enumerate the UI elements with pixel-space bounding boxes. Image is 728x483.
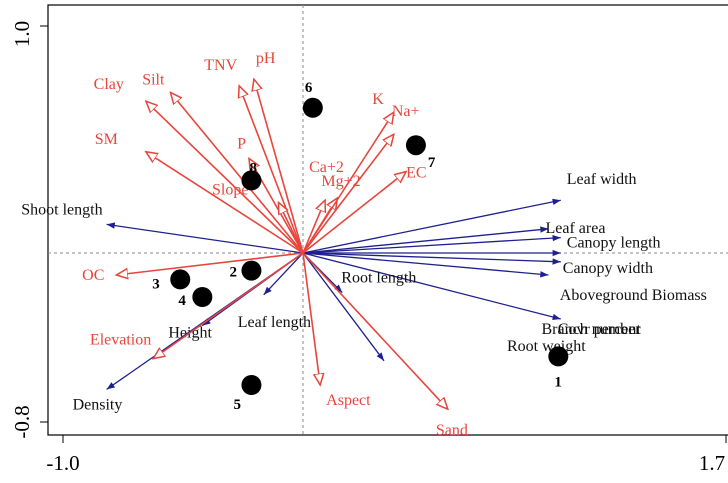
site-point-3: [170, 269, 191, 290]
environment-arrow-k: [302, 112, 394, 254]
trait-label-root-length: Root length: [341, 270, 416, 287]
environment-label-aspect: Aspect: [326, 392, 371, 409]
x-tick-label-max: 1.7: [699, 451, 725, 475]
trait-arrow-root-weight: [302, 252, 385, 362]
trait-label-aboveground-biomass: Aboveground Biomass: [560, 287, 707, 304]
trait-label-shoot-length: Shoot length: [21, 201, 102, 218]
site-label-4: 4: [178, 293, 186, 309]
trait-label-root-weight: Root weight: [507, 338, 586, 355]
site-point-4: [192, 287, 213, 307]
trait-label-branch-number: Branch number: [542, 321, 642, 338]
environment-label-k: K: [372, 91, 384, 108]
site-label-1: 1: [554, 374, 562, 390]
environment-arrow-sm: [146, 152, 304, 254]
site-point-8: [241, 170, 262, 191]
environment-label-ca-2: Ca+2: [309, 159, 344, 176]
trait-label-canopy-width: Canopy width: [563, 260, 653, 277]
trait-label-leaf-area: Leaf area: [546, 220, 606, 237]
trait-arrow-canopy-length: [302, 234, 561, 254]
x-tick-label-min: -1.0: [46, 451, 79, 475]
trait-arrow-shoot-length: [106, 222, 304, 254]
environment-label-slope: Slope: [212, 181, 248, 198]
environment-arrow-aspect: [302, 252, 320, 385]
environment-label-na: Na+: [392, 103, 420, 120]
environment-arrow-oc: [116, 252, 304, 275]
environment-label-sand: Sand: [436, 422, 468, 439]
trait-arrow-leaf-length: [263, 252, 304, 296]
trait-arrow-covr-percent: [302, 252, 561, 321]
site-point-1: [548, 346, 569, 367]
trait-arrow-aboveground-biomass: [302, 252, 561, 265]
x-axis: -1.0 1.7: [46, 435, 727, 475]
y-tick-label-max: 1.0: [10, 21, 34, 47]
environment-label-mg-2: Mg+2: [321, 173, 360, 190]
site-point-6: [302, 97, 323, 118]
site-label-7: 7: [428, 155, 436, 171]
site-label-3: 3: [152, 276, 160, 292]
trait-arrow-leaf-area: [302, 226, 549, 254]
environment-label-ph: pH: [256, 50, 276, 67]
site-point-2: [241, 260, 262, 281]
y-axis: 1.0 -0.8: [10, 21, 48, 439]
trait-label-leaf-width: Leaf width: [567, 171, 637, 188]
site-label-5: 5: [233, 397, 241, 413]
environment-arrow-tnv: [239, 86, 304, 254]
environment-arrow-ec: [302, 172, 406, 254]
environment-vectors: Clay Silt TNV pH SM P Slope Ca+2Mg+2 K Na+ EC OC Ele…: [82, 50, 468, 439]
environment-arrow-ca-2: [302, 200, 325, 254]
plot-frame: [47, 4, 728, 436]
environment-arrow-ph: [254, 79, 304, 254]
site-label-2: 2: [229, 265, 237, 281]
trait-label-canopy-length: Canopy length: [567, 235, 661, 252]
environment-label-tnv: TNV: [204, 57, 237, 74]
environment-arrow-sand: [302, 252, 448, 409]
environment-label-elevation: Elevation: [90, 332, 151, 349]
site-label-8: 8: [249, 160, 257, 176]
site-points: 1 2 3 4 5 6 7 8: [152, 80, 569, 413]
trait-label-density: Density: [73, 396, 123, 413]
trait-arrow-leaf-width: [302, 198, 561, 254]
trait-label-leaf-length: Leaf length: [238, 314, 311, 331]
environment-arrow-na: [302, 134, 394, 254]
environment-arrow-silt: [170, 92, 304, 254]
y-tick-label-min: -0.8: [10, 405, 34, 438]
environment-label-oc: OC: [82, 267, 104, 284]
environment-label-silt: Silt: [142, 71, 165, 88]
site-label-6: 6: [305, 80, 313, 96]
environment-arrow-clay: [146, 101, 304, 254]
environment-label-ec: EC: [406, 165, 426, 182]
environment-arrow-elevation: [153, 252, 304, 359]
environment-label-clay: Clay: [94, 76, 124, 93]
site-point-7: [405, 135, 426, 156]
environment-arrow-slope: [278, 202, 304, 254]
trait-arrow-branch-number: [302, 252, 549, 278]
environment-label-p: P: [237, 135, 246, 152]
trait-label-covr-percent: Covr percent: [558, 321, 642, 338]
site-point-5: [241, 375, 262, 395]
environment-label-sm: SM: [95, 131, 118, 148]
